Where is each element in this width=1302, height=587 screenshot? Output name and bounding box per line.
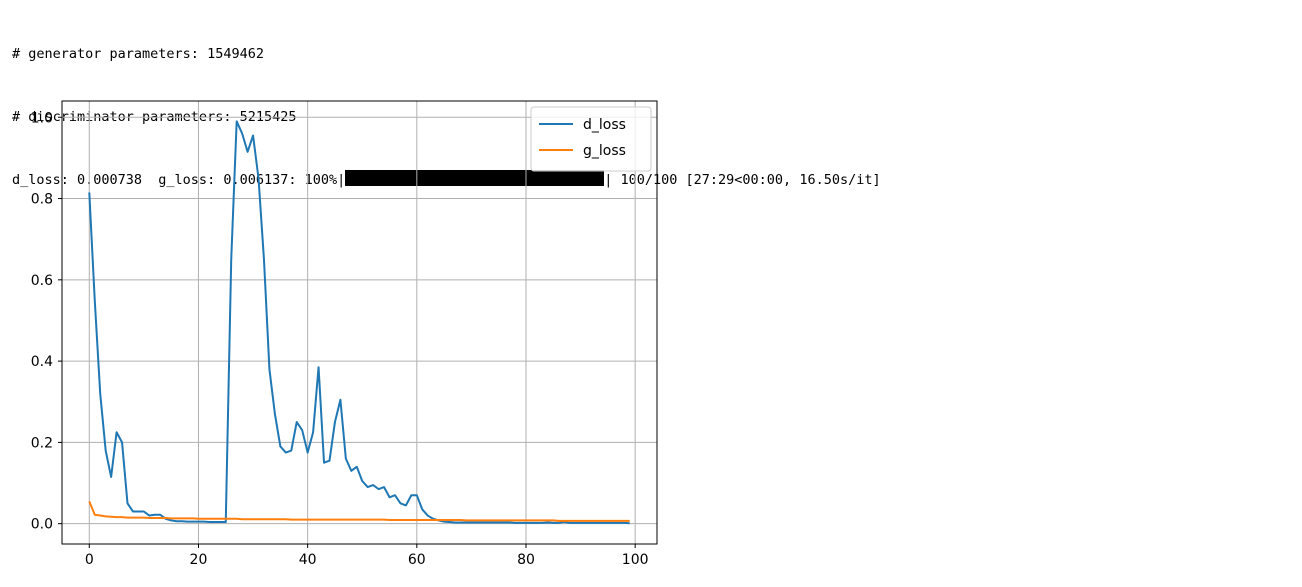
y-tick-label: 0.0 <box>31 517 53 533</box>
x-tick-label: 0 <box>85 552 94 568</box>
series-layer <box>88 120 630 525</box>
plot-frame <box>61 100 658 545</box>
legend-label-g_loss: g_loss <box>583 143 626 159</box>
progress-line: d_loss: 0.000738 g_loss: 0.006137: 100%|… <box>12 170 881 191</box>
progress-bar <box>345 170 605 186</box>
x-tick-label: 40 <box>299 552 317 568</box>
output-console: # generator parameters: 1549462 # discri… <box>12 2 881 212</box>
y-tick-label: 0.6 <box>31 273 53 289</box>
series-line-g_loss <box>88 500 630 522</box>
y-tick-label: 0.2 <box>31 435 53 451</box>
y-axis: 0.0 0.2 0.4 0.6 0.8 1.0 <box>31 110 62 533</box>
legend-label-d_loss: d_loss <box>583 117 626 133</box>
x-tick-label: 60 <box>408 552 426 568</box>
x-axis: 0 20 40 60 80 100 <box>85 544 649 568</box>
y-tick-label: 1.0 <box>31 110 53 126</box>
chart-legend: d_loss g_loss <box>530 106 652 172</box>
series-line-d_loss <box>88 120 630 525</box>
generator-params-line: # generator parameters: 1549462 <box>12 46 264 62</box>
y-tick-label: 0.4 <box>31 354 53 370</box>
loss-chart: 0 20 40 60 80 100 0.0 0.2 0.4 0.6 0.8 1.0 d_loss g_… <box>31 100 658 568</box>
progress-prefix: d_loss: 0.000738 g_loss: 0.006137: 100%| <box>12 172 346 188</box>
x-tick-label: 100 <box>622 552 649 568</box>
x-tick-label: 80 <box>517 552 535 568</box>
x-tick-label: 20 <box>190 552 208 568</box>
y-tick-label: 0.8 <box>31 192 53 208</box>
